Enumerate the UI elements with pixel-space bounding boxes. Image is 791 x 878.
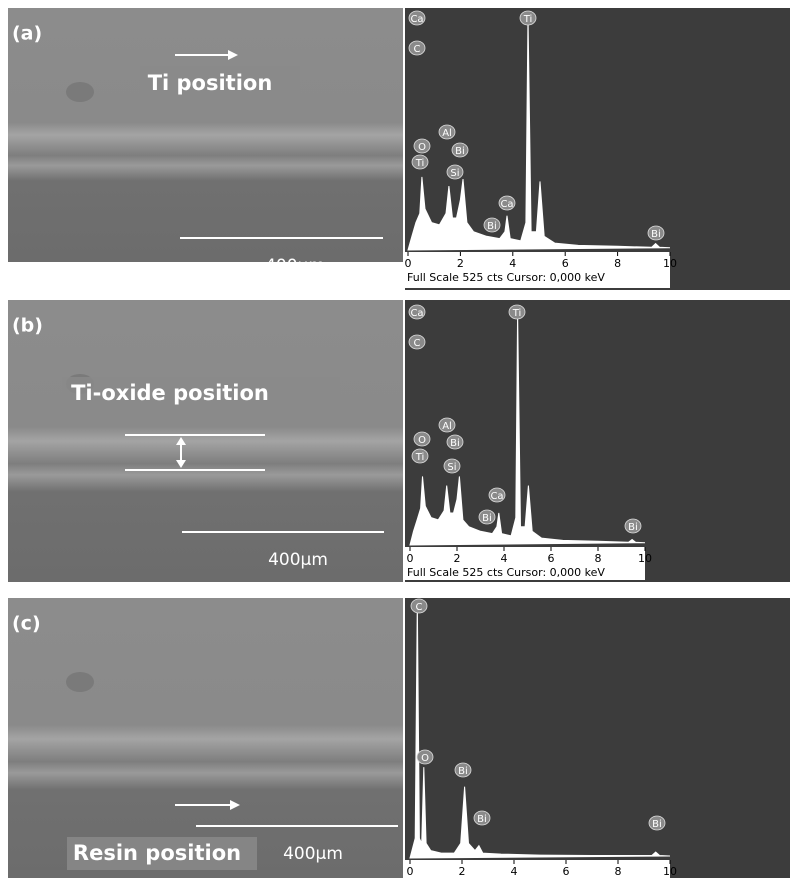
x-tick-label: 0 [407,552,414,565]
x-tick-label: 6 [563,865,570,878]
peak-label: Al [442,421,452,432]
x-tick-label: 6 [548,552,555,565]
x-tick-label: 8 [614,257,621,270]
x-tick-label: 0 [407,865,414,878]
sem-image [8,300,403,582]
peak-label: Bi [482,513,492,524]
scale-bar-label: 400μm [265,256,325,276]
x-tick-label: 4 [511,865,518,878]
x-tick-label: 6 [562,257,569,270]
x-tick-label: 8 [615,865,622,878]
peak-label: O [421,753,429,764]
image-annotation: Ti-oxide position [71,381,269,405]
x-tick-label: 2 [459,865,466,878]
image-annotation: Ti position [148,71,273,95]
peak-label: Bi [458,766,468,777]
peak-label: Bi [455,146,465,157]
sem-image [8,598,403,878]
spectrum-footer: Full Scale 525 cts Cursor: 0,000 keV [407,566,605,579]
peak-label: Bi [487,221,497,232]
peak-label: Ca [410,14,423,25]
x-tick-label: 10 [638,552,652,565]
x-tick-label: 4 [509,257,516,270]
peak-label: C [414,338,421,349]
peak-label: Ca [490,491,503,502]
peak-label: O [418,435,426,446]
peak-label: Ti [523,14,533,25]
peak-label: Ti [512,308,522,319]
panel-label: (c) [12,613,41,635]
spectrum-footer: Full Scale 525 cts Cursor: 0,000 keV [407,271,605,284]
peak-label: O [418,142,426,153]
x-tick-label: 10 [663,865,677,878]
peak-label: C [416,602,423,613]
peak-label: Ca [500,199,513,210]
peak-label: Si [447,462,456,473]
peak-label: Bi [651,229,661,240]
panel-label: (b) [12,315,43,337]
figure: (a) Ti position 400μm 0 2 4 6 8 10 Full Scale 525… [0,0,791,878]
peak-label: Al [442,128,452,139]
sem-spot [66,82,94,102]
peak-label: Bi [477,814,487,825]
peak-label: Si [450,168,459,179]
x-tick-label: 4 [501,552,508,565]
x-tick-label: 0 [405,257,412,270]
scale-bar-label: 400μm [268,550,328,570]
panel-label: (a) [12,23,42,45]
scale-bar-label: 400μm [283,844,343,864]
x-tick-label: 10 [663,257,677,270]
x-tick-label: 8 [595,552,602,565]
image-annotation: Resin position [73,841,241,865]
peak-label: Bi [652,819,662,830]
peak-label: C [414,44,421,55]
sem-image [8,8,403,262]
x-tick-label: 2 [457,257,464,270]
x-tick-label: 2 [454,552,461,565]
peak-label: Bi [628,522,638,533]
peak-label: Ti [415,158,425,169]
peak-label: Ti [415,452,425,463]
peak-label: Bi [450,438,460,449]
sem-spot [66,672,94,692]
axis-strip [405,860,670,878]
peak-label: Ca [410,308,423,319]
